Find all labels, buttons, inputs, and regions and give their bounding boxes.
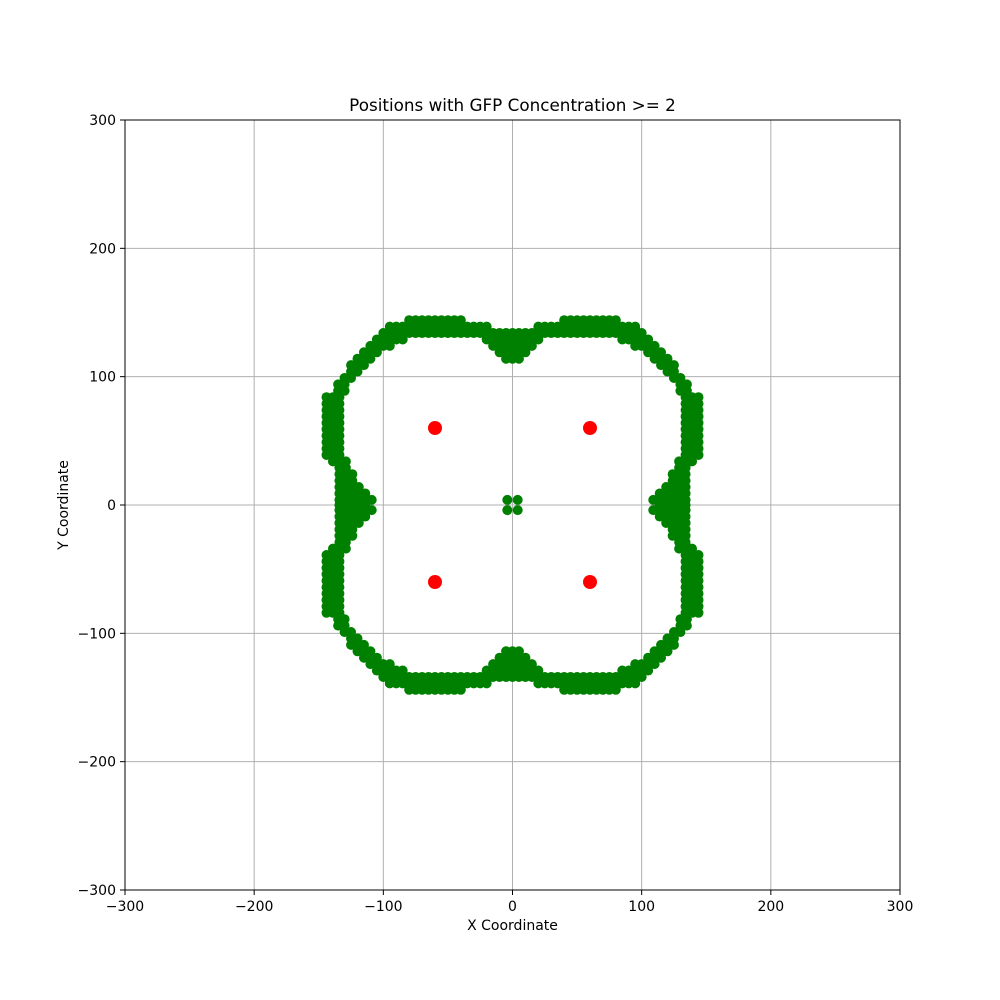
gfp-point [397,334,408,345]
gfp-point [365,646,376,657]
source-point [583,575,597,589]
x-tick-label: 0 [508,899,517,915]
x-tick-label: 200 [757,899,784,915]
gfp-point [340,543,351,554]
x-tick-label: −200 [235,899,273,915]
gfp-point [502,505,513,516]
gfp-point [366,505,377,516]
x-axis-label: X Coordinate [467,918,558,934]
y-tick-label: 100 [89,370,116,386]
gfp-point [358,639,369,650]
gfp-point [520,347,531,358]
gfp-point [512,494,523,505]
gfp-point [334,607,345,618]
y-tick-label: 0 [107,498,116,514]
gfp-point [654,511,665,522]
gfp-point [360,511,371,522]
x-tick-label: 100 [628,899,655,915]
gfp-point [384,659,395,670]
gfp-point [513,353,524,364]
gfp-point [358,360,369,371]
gfp-point [661,517,672,528]
y-tick-label: −200 [78,755,116,771]
gfp-point [680,607,691,618]
gfp-point [365,353,376,364]
gfp-point [512,505,523,516]
gfp-point [502,494,513,505]
y-axis-label: Y Coordinate [56,460,72,551]
gfp-point [513,646,524,657]
gfp-point [526,659,537,670]
gfp-point [371,652,382,663]
source-point [583,421,597,435]
x-tick-label: −300 [106,899,144,915]
gfp-point [347,530,358,541]
x-tick-label: −100 [364,899,402,915]
gfp-point [346,372,357,383]
gfp-point [674,543,685,554]
gfp-point [667,530,678,541]
gfp-point [520,652,531,663]
y-tick-label: −100 [78,626,116,642]
gfp-point [352,366,363,377]
source-point [428,575,442,589]
gfp-point [648,505,659,516]
y-tick-label: 300 [89,113,116,129]
source-point [428,421,442,435]
gfp-point [346,627,357,638]
gfp-point [371,347,382,358]
y-tick-label: 200 [89,241,116,257]
gfp-point [384,340,395,351]
gfp-point [526,340,537,351]
data-points [321,315,704,695]
gfp-point [353,517,364,528]
gfp-point [397,665,408,676]
axis-ticks: −300 −200 −100 0 100 200 300 −300 −200 −100 0 100 20… [78,113,914,915]
gfp-point [352,633,363,644]
y-tick-label: −300 [78,883,116,899]
x-tick-label: 300 [887,899,914,915]
chart-title: Positions with GFP Concentration >= 2 [349,95,676,115]
